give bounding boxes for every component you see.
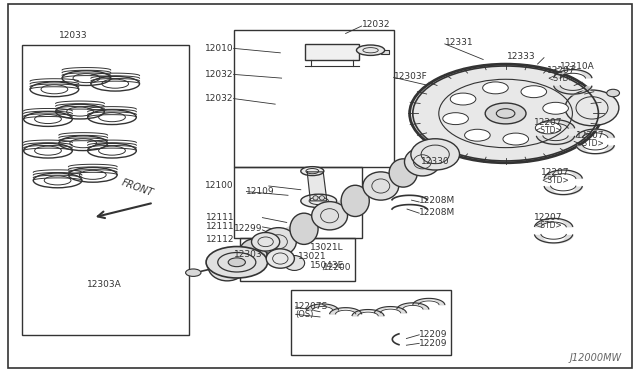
- Text: <STD>: <STD>: [541, 176, 568, 185]
- Ellipse shape: [239, 239, 267, 270]
- Text: <STD>: <STD>: [534, 126, 562, 135]
- Ellipse shape: [208, 251, 246, 281]
- Bar: [240, 238, 355, 281]
- Text: 12207: 12207: [576, 131, 605, 140]
- Text: 13021: 13021: [298, 252, 326, 261]
- Polygon shape: [307, 172, 326, 201]
- Text: 12299: 12299: [234, 224, 262, 233]
- Text: 12111: 12111: [206, 213, 235, 222]
- Text: <STD>: <STD>: [534, 221, 562, 230]
- Text: 12208M: 12208M: [419, 196, 456, 205]
- Ellipse shape: [503, 133, 529, 145]
- Bar: [291, 290, 451, 355]
- Ellipse shape: [535, 122, 561, 134]
- Ellipse shape: [266, 249, 294, 268]
- Ellipse shape: [186, 269, 201, 276]
- Text: 13021L: 13021L: [310, 243, 344, 252]
- Text: 12207S: 12207S: [294, 302, 329, 311]
- Ellipse shape: [363, 172, 399, 200]
- Ellipse shape: [260, 228, 296, 256]
- Ellipse shape: [607, 89, 620, 97]
- Text: 12303: 12303: [234, 250, 262, 259]
- Ellipse shape: [341, 185, 369, 217]
- Text: J12000MW: J12000MW: [570, 353, 622, 363]
- Text: 12032: 12032: [205, 70, 234, 79]
- Bar: [22, 45, 189, 335]
- Ellipse shape: [451, 93, 476, 105]
- Text: 12100: 12100: [205, 182, 234, 190]
- Text: 12209: 12209: [419, 330, 448, 339]
- Text: 12112: 12112: [206, 235, 235, 244]
- Text: 12111: 12111: [206, 222, 235, 231]
- Text: 12207: 12207: [541, 169, 570, 177]
- Ellipse shape: [565, 90, 619, 126]
- Ellipse shape: [543, 102, 568, 114]
- Ellipse shape: [356, 45, 385, 55]
- Text: 12303A: 12303A: [87, 280, 122, 289]
- Ellipse shape: [319, 196, 324, 200]
- Text: 12207: 12207: [534, 118, 563, 127]
- Ellipse shape: [313, 196, 318, 200]
- Ellipse shape: [228, 258, 245, 267]
- Text: FRONT: FRONT: [120, 177, 155, 198]
- Ellipse shape: [465, 129, 490, 141]
- Ellipse shape: [521, 86, 547, 98]
- Text: 12010: 12010: [205, 44, 234, 53]
- Text: 12209: 12209: [419, 339, 448, 348]
- Bar: [381, 50, 389, 54]
- Text: 15043E: 15043E: [310, 262, 345, 270]
- Text: <STD>: <STD>: [547, 74, 575, 83]
- Ellipse shape: [290, 213, 318, 244]
- Text: 12333: 12333: [507, 52, 536, 61]
- Ellipse shape: [389, 159, 417, 187]
- Text: 12032: 12032: [362, 20, 390, 29]
- Ellipse shape: [485, 103, 526, 124]
- Text: 12208M: 12208M: [419, 208, 456, 217]
- Text: 12032: 12032: [205, 94, 234, 103]
- Ellipse shape: [404, 148, 440, 176]
- Text: 12330: 12330: [421, 157, 450, 166]
- Bar: [305, 44, 359, 60]
- Text: 12207: 12207: [547, 66, 576, 75]
- Text: 12207: 12207: [534, 213, 563, 222]
- Text: 12109: 12109: [246, 187, 275, 196]
- Ellipse shape: [206, 247, 268, 278]
- Ellipse shape: [410, 64, 602, 163]
- Ellipse shape: [301, 167, 324, 176]
- Ellipse shape: [252, 232, 280, 251]
- Text: 12033: 12033: [60, 31, 88, 40]
- Ellipse shape: [483, 82, 508, 94]
- Ellipse shape: [411, 139, 460, 170]
- Ellipse shape: [301, 194, 337, 208]
- Bar: [234, 30, 394, 167]
- Ellipse shape: [443, 113, 468, 125]
- Text: (OS): (OS): [296, 310, 314, 319]
- Text: 12331: 12331: [445, 38, 474, 47]
- Text: 12200: 12200: [323, 263, 352, 272]
- Text: 12303F: 12303F: [394, 72, 428, 81]
- Text: 12310A: 12310A: [560, 62, 595, 71]
- Text: <STD>: <STD>: [576, 139, 604, 148]
- Bar: [234, 167, 362, 238]
- Ellipse shape: [284, 256, 305, 270]
- Ellipse shape: [312, 202, 348, 230]
